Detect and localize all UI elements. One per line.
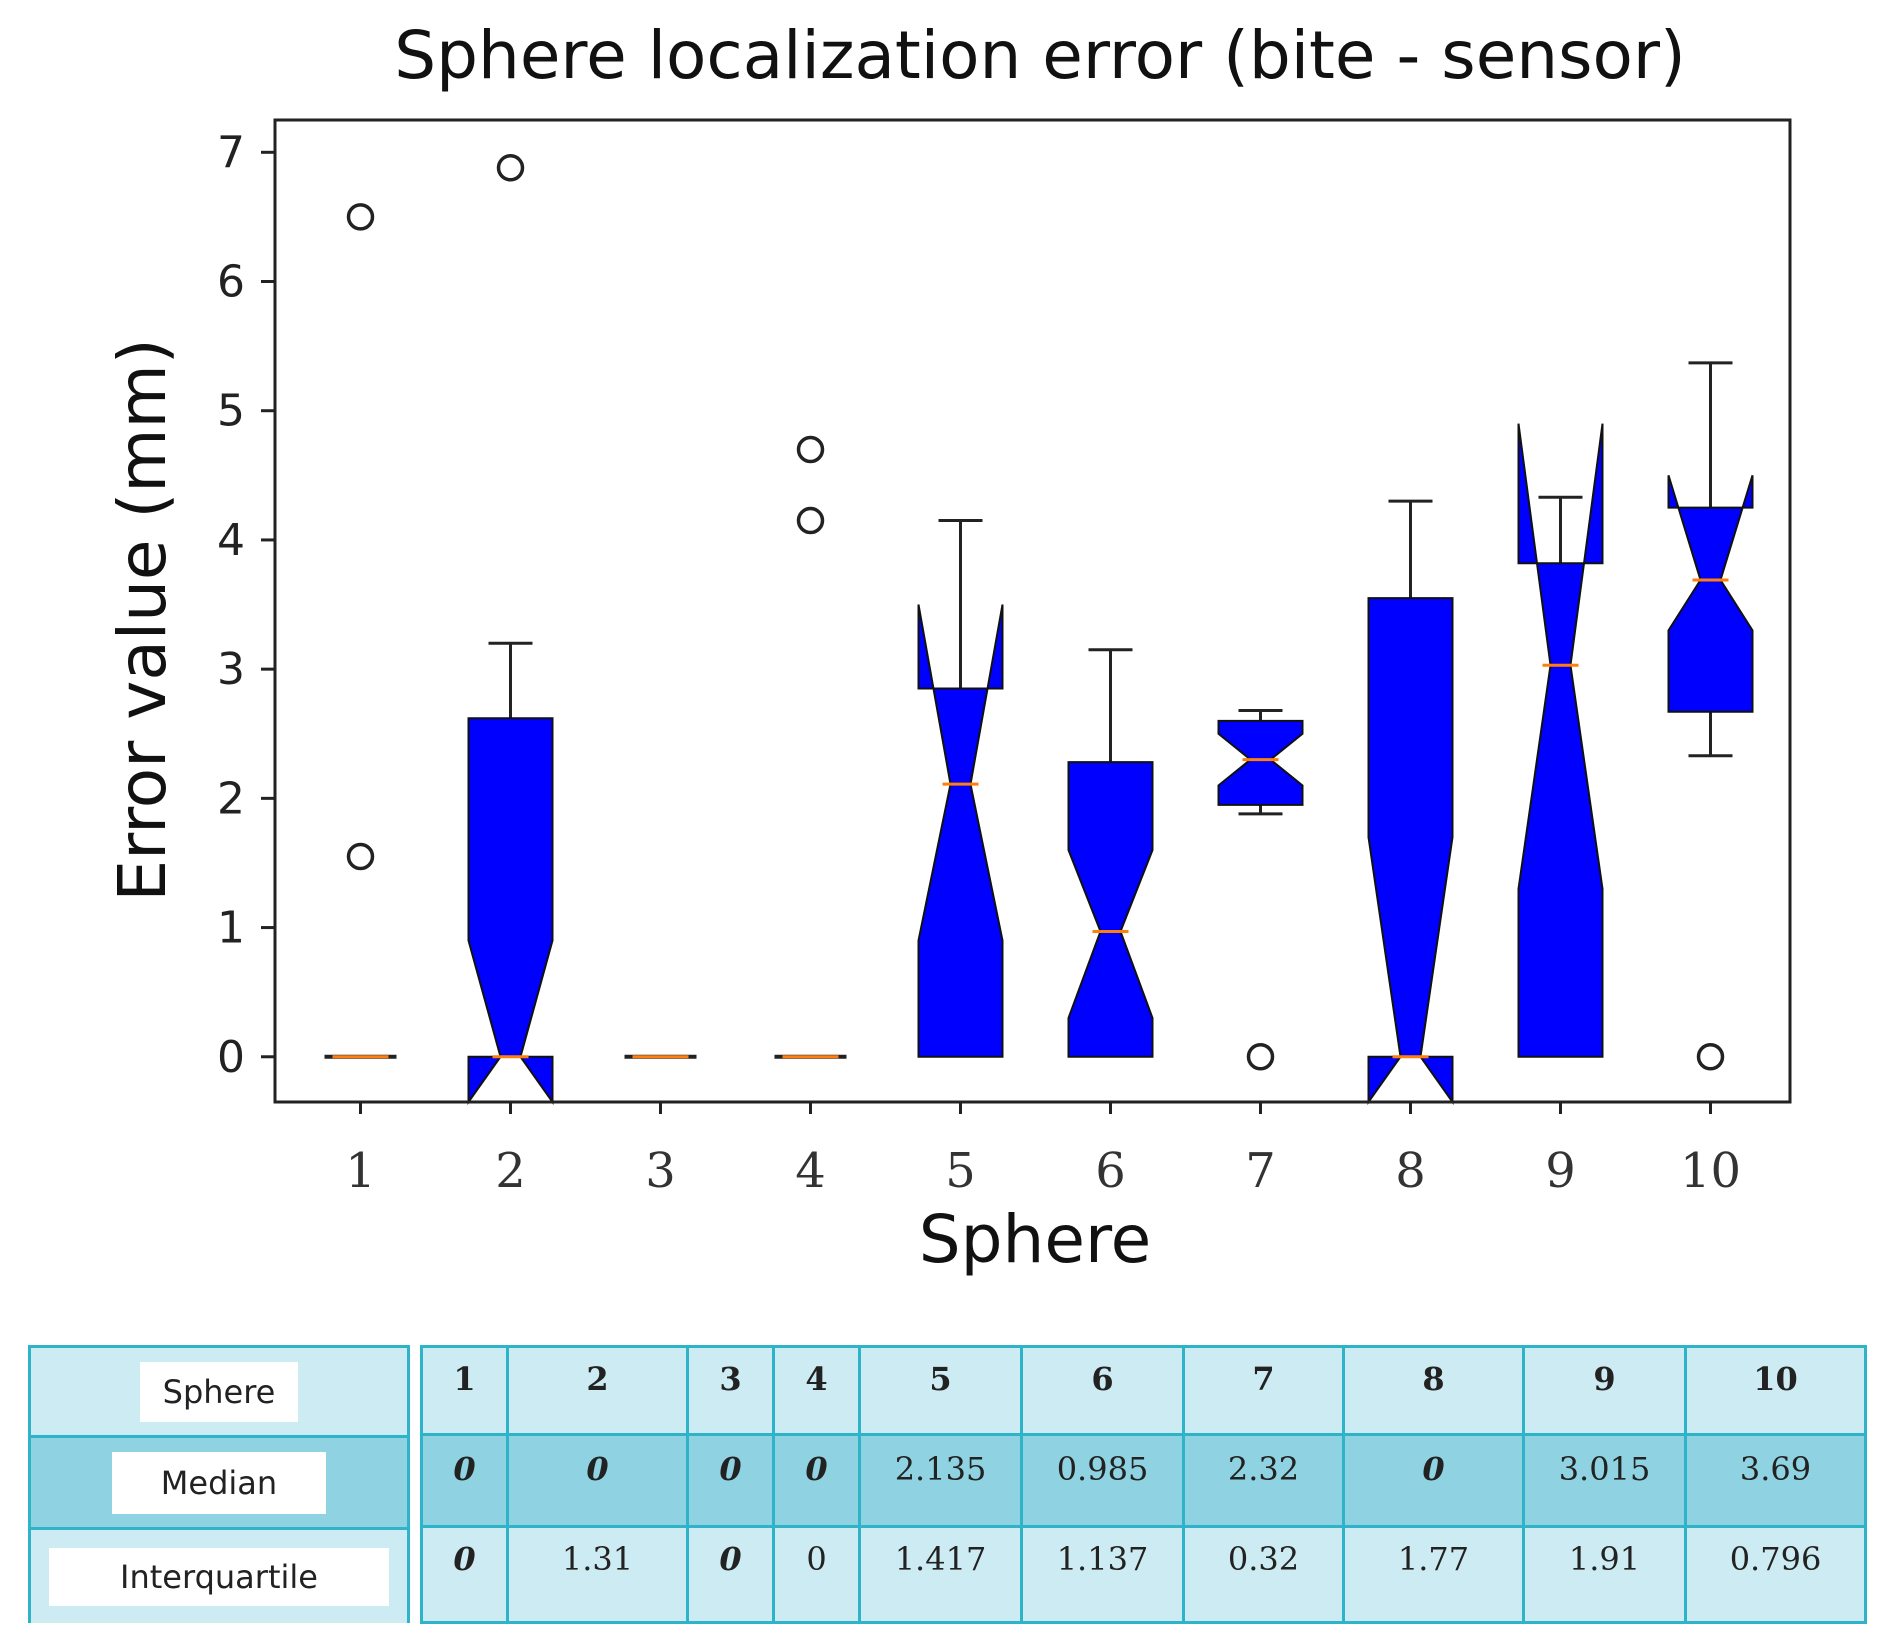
x-tick-label: 4 <box>795 1143 826 1199</box>
outlier-point <box>796 506 825 535</box>
plot-area-frame <box>273 118 1792 1104</box>
outlier-point <box>346 203 375 231</box>
interquartile-cell: 1.137 <box>1020 1525 1185 1624</box>
box-sphere-7 <box>1217 719 1304 806</box>
y-tick-label: 1 <box>217 903 245 954</box>
interquartile-cell: 0 <box>420 1525 509 1624</box>
row-label-median-cell: Median <box>31 1438 407 1530</box>
sphere-cell: 5 <box>858 1345 1023 1436</box>
x-tick-label: 1 <box>345 1143 376 1199</box>
sphere-cell: 9 <box>1522 1345 1687 1436</box>
y-tick-label: 4 <box>217 515 245 566</box>
sphere-cell: 8 <box>1342 1345 1525 1436</box>
sphere-cell: 7 <box>1182 1345 1345 1436</box>
table-row-sphere: 1 2 3 4 5 6 7 8 9 10 <box>420 1345 1867 1436</box>
box-sphere-6 <box>1067 761 1154 1058</box>
box-sphere-2 <box>467 717 554 1106</box>
median-cell: 0 <box>506 1433 689 1528</box>
median-cell: 0 <box>420 1433 509 1528</box>
median-cell: 3.015 <box>1522 1433 1687 1528</box>
outlier-point <box>1246 1043 1275 1071</box>
row-label-block: Sphere Median Interquartile <box>28 1345 410 1623</box>
interquartile-cell: 1.31 <box>506 1525 689 1624</box>
row-label-sphere-cell: Sphere <box>31 1348 407 1438</box>
row-label-interquartile-cell: Interquartile <box>31 1530 407 1623</box>
interquartile-cell: 0 <box>772 1525 861 1624</box>
chart-title: Sphere localization error (bite - sensor… <box>394 17 1686 94</box>
median-cell: 0 <box>686 1433 775 1528</box>
median-cell: 0 <box>772 1433 861 1528</box>
box-sphere-8 <box>1367 597 1454 1106</box>
median-cell: 3.69 <box>1684 1433 1867 1528</box>
row-label-median: Median <box>112 1451 326 1514</box>
boxplot-chart: Sphere localization error (bite - sensor… <box>104 17 1792 1278</box>
y-tick-label: 3 <box>217 644 245 695</box>
y-tick-label: 2 <box>217 773 245 824</box>
row-label-sphere: Sphere <box>140 1361 298 1422</box>
outlier-point <box>796 435 825 464</box>
median-cell: 0.985 <box>1020 1433 1185 1528</box>
x-tick-label: 3 <box>645 1143 676 1199</box>
statistics-table: Sphere Median Interquartile 1 2 3 4 5 6 7 8 9 10 … <box>28 1345 1876 1627</box>
box-sphere-9 <box>1517 423 1604 1058</box>
x-tick-label: 5 <box>945 1143 976 1199</box>
x-tick-label: 9 <box>1545 1143 1576 1199</box>
box-sphere-10 <box>1667 475 1754 713</box>
y-axis-label: Error value (mm) <box>104 338 181 901</box>
outlier-point <box>346 842 375 871</box>
table-row-median: 0 0 0 0 2.135 0.985 2.32 0 3.015 3.69 <box>420 1433 1867 1528</box>
y-tick-label: 0 <box>217 1032 245 1083</box>
y-tick-label: 6 <box>217 257 245 308</box>
interquartile-cell: 0.32 <box>1182 1525 1345 1624</box>
row-label-interquartile: Interquartile <box>49 1547 389 1606</box>
sphere-cell: 10 <box>1684 1345 1867 1436</box>
y-tick-label: 7 <box>217 127 245 178</box>
stats-data-table: 1 2 3 4 5 6 7 8 9 10 0 0 0 0 2.135 0.985 2.32 0 3.015 3.69… <box>420 1345 1867 1624</box>
interquartile-cell: 1.91 <box>1522 1525 1687 1624</box>
x-tick-label: 8 <box>1395 1143 1426 1199</box>
x-axis-label: Sphere <box>919 1201 1152 1278</box>
median-cell: 2.32 <box>1182 1433 1345 1528</box>
sphere-cell: 3 <box>686 1345 775 1436</box>
interquartile-cell: 0.796 <box>1684 1525 1867 1624</box>
interquartile-cell: 1.417 <box>858 1525 1023 1624</box>
interquartile-cell: 0 <box>686 1525 775 1624</box>
outlier-point <box>1696 1043 1725 1071</box>
median-cell: 2.135 <box>858 1433 1023 1528</box>
interquartile-cell: 1.77 <box>1342 1525 1525 1624</box>
sphere-cell: 6 <box>1020 1345 1185 1436</box>
x-tick-label: 6 <box>1095 1143 1126 1199</box>
x-tick-label: 2 <box>495 1143 526 1199</box>
outlier-point <box>496 154 525 182</box>
x-tick-label: 7 <box>1245 1143 1276 1199</box>
y-tick-label: 5 <box>217 386 245 437</box>
sphere-cell: 1 <box>420 1345 509 1436</box>
sphere-cell: 4 <box>772 1345 861 1436</box>
x-tick-label: 10 <box>1680 1143 1741 1199</box>
sphere-cell: 2 <box>506 1345 689 1436</box>
table-row-interquartile: 0 1.31 0 0 1.417 1.137 0.32 1.77 1.91 0.796 <box>420 1525 1867 1624</box>
box-sphere-5 <box>917 604 1004 1058</box>
median-cell: 0 <box>1342 1433 1525 1528</box>
